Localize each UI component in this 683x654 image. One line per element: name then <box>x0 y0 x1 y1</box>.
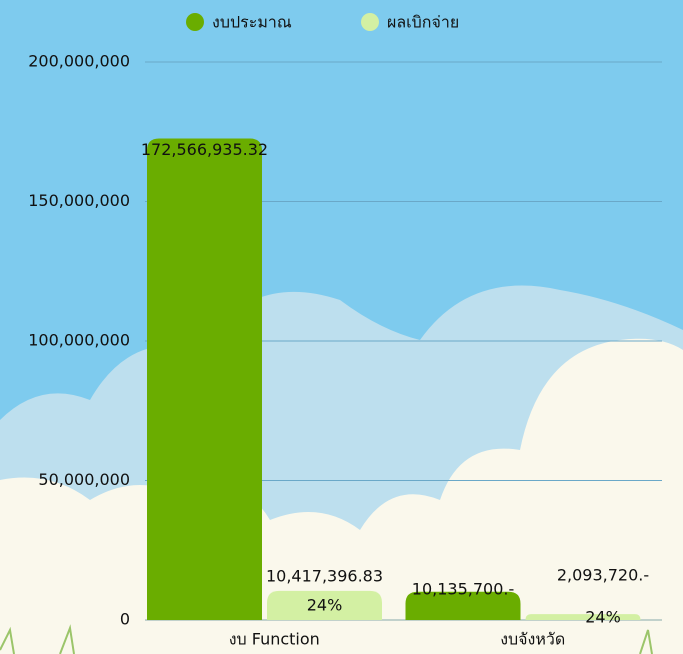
y-tick-label: 200,000,000 <box>28 52 130 71</box>
bar <box>526 614 641 620</box>
value-label: 10,135,700.- <box>412 580 514 599</box>
legend-marker <box>361 13 379 31</box>
value-label: 2,093,720.- <box>557 566 649 585</box>
percent-label: 24% <box>307 596 343 615</box>
percent-label: 24% <box>585 608 621 627</box>
chart: 0 50,000,000 100,000,000 150,000,000 200,000… <box>0 0 683 654</box>
value-label: 10,417,396.83 <box>266 566 383 585</box>
legend-marker <box>186 13 204 31</box>
y-tick-label: 0 <box>120 610 130 629</box>
value-label: 172,566,935.32 <box>141 140 268 159</box>
y-tick-label: 150,000,000 <box>28 191 130 210</box>
y-tick-label: 50,000,000 <box>38 470 130 489</box>
y-tick-label: 100,000,000 <box>28 331 130 350</box>
x-tick-label: งบจังหวัด <box>500 630 565 649</box>
legend-label: งบประมาณ <box>212 13 292 32</box>
x-tick-label: งบ Function <box>229 630 320 649</box>
legend-label: ผลเบิกจ่าย <box>387 13 459 32</box>
bar <box>147 139 262 620</box>
